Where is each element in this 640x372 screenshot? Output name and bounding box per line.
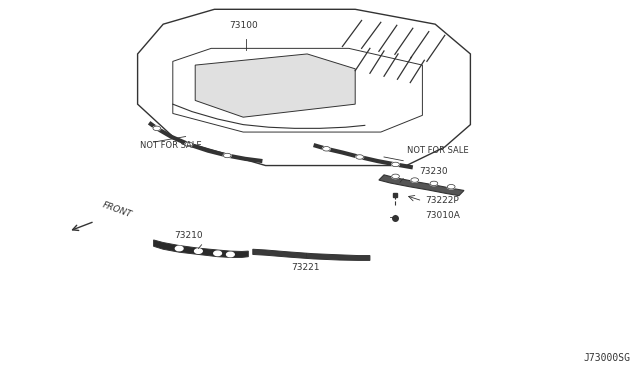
Circle shape [153,126,161,131]
Circle shape [185,142,193,147]
Text: 73210: 73210 [175,231,203,240]
Text: 73221: 73221 [292,263,320,272]
Polygon shape [379,175,464,196]
Polygon shape [253,249,370,260]
Circle shape [214,251,221,256]
Circle shape [392,162,399,167]
Text: NOT FOR SALE: NOT FOR SALE [140,141,201,150]
Circle shape [430,181,438,186]
Circle shape [227,252,234,257]
Circle shape [323,147,330,151]
Circle shape [195,249,202,253]
Text: FRONT: FRONT [101,201,133,219]
Text: 73100: 73100 [229,21,257,30]
Text: 73010A: 73010A [426,211,460,220]
Polygon shape [195,54,355,117]
Circle shape [447,185,455,189]
Circle shape [411,178,419,182]
Circle shape [356,155,364,159]
Text: 73230: 73230 [419,167,448,176]
Text: J73000SG: J73000SG [584,353,630,363]
Circle shape [392,174,399,179]
Polygon shape [138,9,470,166]
Circle shape [175,246,183,251]
Circle shape [223,153,231,158]
Polygon shape [154,240,248,257]
Text: NOT FOR SALE: NOT FOR SALE [407,146,468,155]
Text: 73222P: 73222P [426,196,460,205]
